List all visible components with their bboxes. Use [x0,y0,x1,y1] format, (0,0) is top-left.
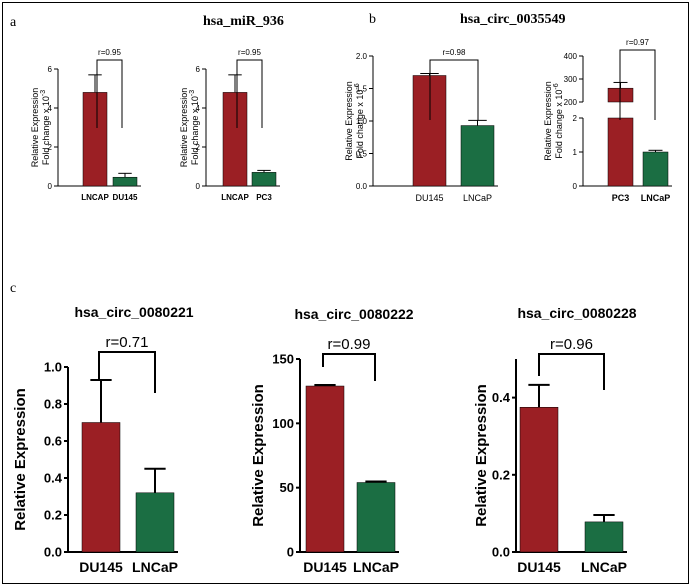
bracket [619,49,656,120]
bar [642,151,669,187]
x-tick-label: DU145 [517,559,561,575]
y-tick-label: 150 [272,352,294,367]
chart-6: 0 50 100 150 DU145 LNCaP r=0.99 Relative Expres… [250,306,414,575]
bar [356,482,396,553]
bar [112,176,138,187]
bar [607,117,634,187]
chart-7: 0.0 0.2 0.4 DU145 LNCaP r=0.96 Relative Expres… [473,305,637,575]
bar [519,407,559,553]
y-tick-label: 1 [573,148,578,157]
bar [222,92,248,187]
panel-label-c: c [10,281,16,296]
annotation: r=0.99 [328,336,371,353]
bracket [429,59,479,120]
y-tick-label: 0.8 [44,397,62,412]
x-tick-label: LNCaP [641,193,671,203]
chart-5: 0.0 0.2 0.4 0.6 0.8 1.0 DU145 LNCaP r=0.71 Relati… [12,304,194,575]
panel-label-a: a [10,15,17,30]
bracket [322,353,376,381]
y-tick-label: 0.0 [356,182,368,191]
y-tick-label: 0.0 [492,545,510,560]
bar [251,172,277,187]
y-tick-label: 6 [48,65,53,74]
y-tick-label: 200 [564,98,578,107]
x-tick-label: DU145 [79,559,123,575]
y-axis-label: Relative ExpressionFold change x 10-3 [179,88,200,168]
y-tick-label: 1.0 [44,360,62,375]
group-title-a: hsa_miR_936 [203,14,284,29]
x-tick-label: LNCAP [221,193,249,202]
bar [81,422,121,553]
x-tick-label: DU145 [303,559,347,575]
x-tick-label: LNCaP [353,559,399,575]
y-axis-label: Relative Expression [12,388,29,531]
annotation: r=0.95 [98,48,121,57]
y-tick-label: 2 [573,114,578,123]
y-tick-label: 0.6 [44,434,62,449]
y-tick-label: 4 [196,104,201,113]
bracket [96,59,123,128]
bracket [98,351,156,393]
y-tick-label: 0 [196,182,201,191]
y-tick-label: 0 [573,182,578,191]
chart-1: 0 2 4 6 LNCAP DU145 r=0.95 Relative ExpressionF… [30,48,141,202]
y-tick-label: 0.0 [44,545,62,560]
y-tick-label: 100 [272,416,294,431]
annotation: r=0.95 [238,48,261,57]
chart-title: hsa_circ_0080228 [517,305,636,321]
annotation: r=0.98 [443,48,466,57]
x-tick-label: LNCAP [81,193,109,202]
x-tick-label: LNCaP [132,559,178,575]
y-axis-label: Relative Expression [473,384,490,527]
y-tick-label: 300 [564,75,578,84]
y-tick-label: 2.0 [356,52,368,61]
x-tick-label: LNCaP [463,193,492,203]
panel-label-b: b [369,12,376,27]
y-tick-label: 0.2 [492,467,510,482]
y-axis-label: Relative ExpressionFold change x 10-6 [543,81,564,161]
y-tick-label: 400 [564,52,578,61]
x-tick-label: PC3 [612,193,630,203]
bar [584,521,624,553]
y-tick-label: 4 [48,104,53,113]
bar [135,492,175,553]
y-axis-label: Relative Expression [250,384,267,527]
y-tick-label: 1.5 [356,84,368,93]
y-tick-label: 2 [48,143,53,152]
group-title-b: hsa_circ_0035549 [460,12,566,27]
bracket [538,353,605,390]
x-tick-label: LNCaP [581,559,627,575]
y-axis-label: Relative ExpressionFold change x 10-6 [344,81,365,161]
x-tick-label: PC3 [256,193,272,202]
bracket [236,59,263,128]
annotation: r=0.97 [626,38,649,47]
bar [305,385,345,553]
x-tick-label: DU145 [415,193,443,203]
annotation: r=0.71 [106,334,149,351]
chart-title: hsa_circ_0080222 [294,306,413,322]
y-tick-label: 0 [287,545,294,560]
annotation: r=0.96 [550,336,593,353]
y-tick-label: 0.2 [44,508,62,523]
x-tick-label: DU145 [113,193,138,202]
chart-2: 0 2 4 6 LNCAP PC3 r=0.95 Relative ExpressionFol… [179,48,280,202]
bar [82,92,108,187]
chart-3: 0.0 0.5 1.0 1.5 2.0 DU145 LNCaP r=0.98 Relative … [344,48,498,203]
y-tick-label: 0.4 [492,390,511,405]
y-tick-label: 0.4 [44,471,63,486]
y-tick-label: 0.5 [356,149,368,158]
chart-title: hsa_circ_0080221 [74,304,193,320]
y-tick-label: 0 [48,182,53,191]
bar [460,125,495,187]
y-tick-label: 6 [196,65,201,74]
y-tick-label: 1.0 [356,117,368,126]
y-axis-label: Relative ExpressionFold change x 10-3 [30,88,51,168]
y-tick-label: 50 [280,480,294,495]
chart-4: 0 1 2 200 300 400 PC3 LNCaP r=0.97 Relative Expre… [543,38,672,203]
y-tick-label: 2 [196,143,201,152]
